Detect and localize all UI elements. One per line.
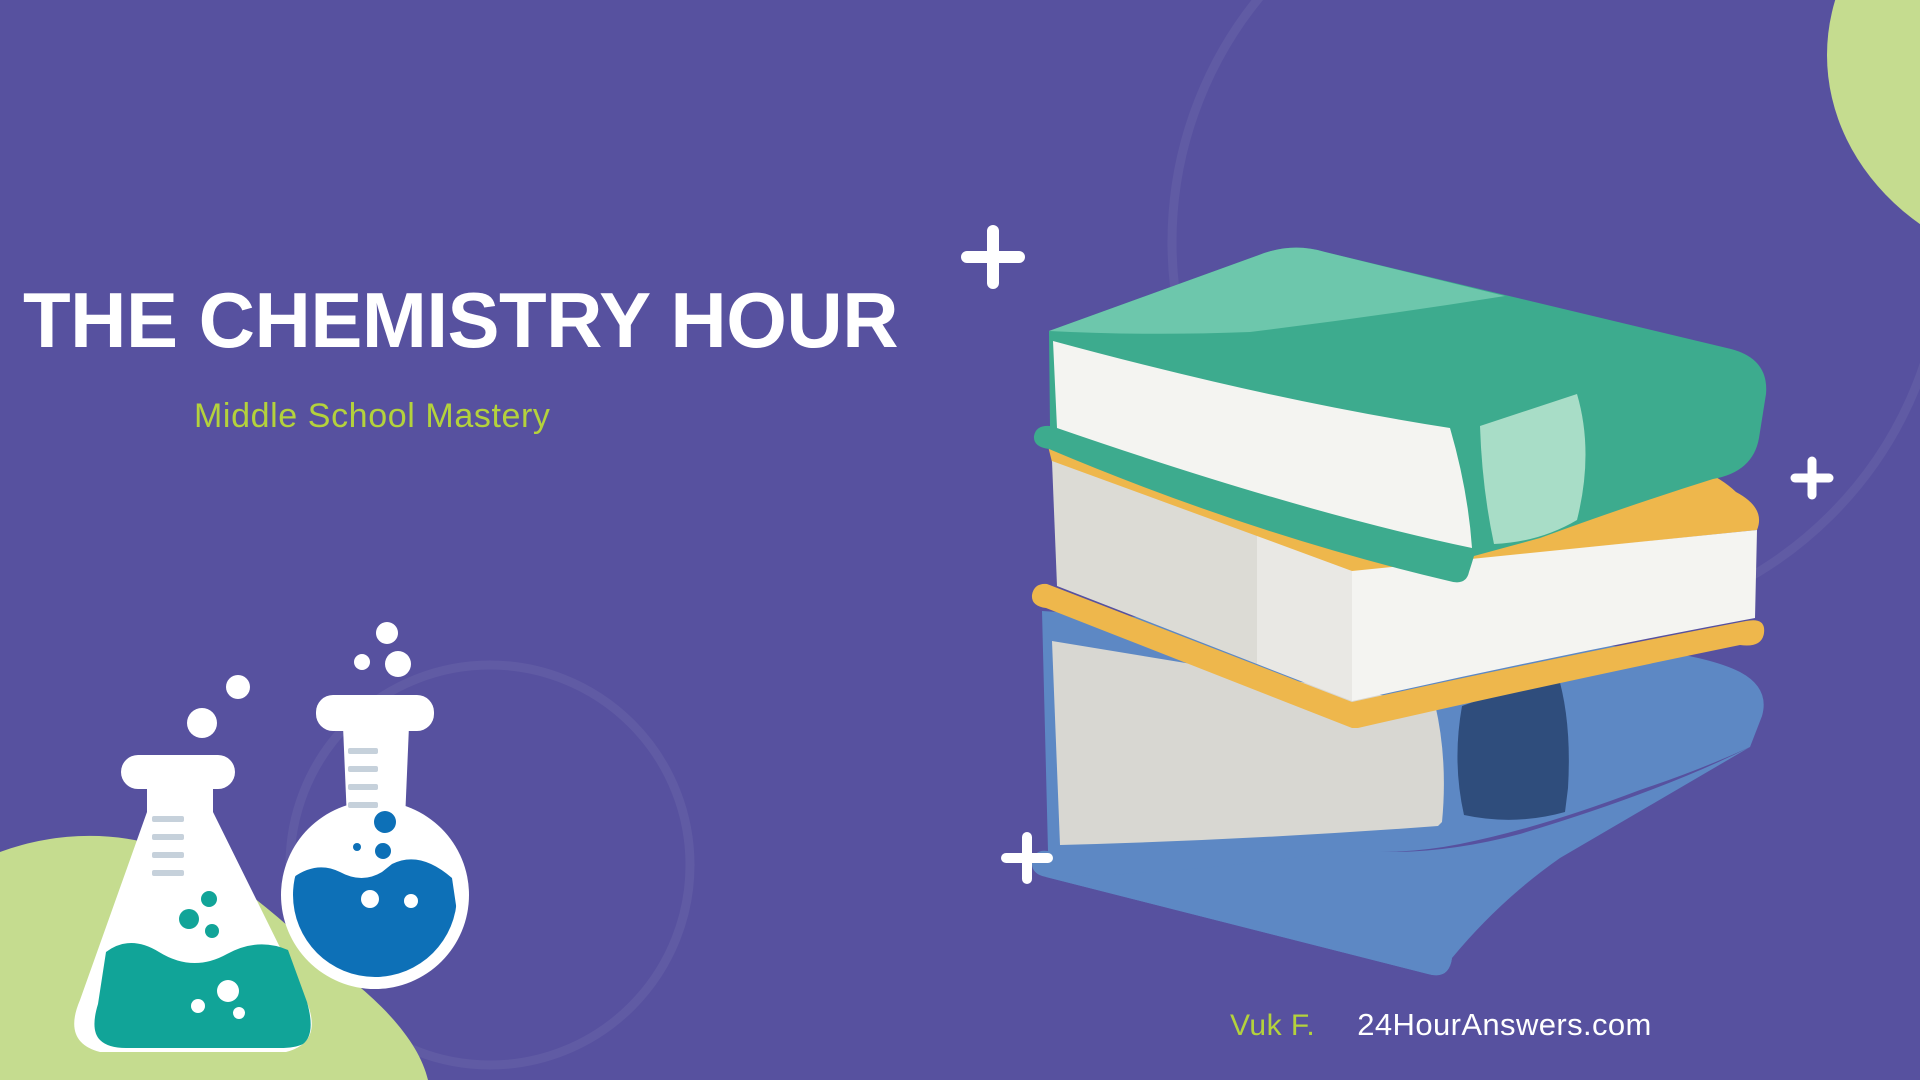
green-circle-top-right — [1827, 0, 1920, 225]
footer: Vuk F. 24HourAnswers.com — [1230, 1007, 1652, 1042]
round-flask-cap — [316, 695, 434, 731]
erlenmeyer-inner-bubble — [191, 999, 205, 1013]
blue-book-cover-bottom-sweep — [1046, 747, 1750, 976]
teal-book-cover-highlight — [1049, 247, 1505, 334]
orange-book-lip — [1031, 583, 1765, 728]
plus-marks — [961, 225, 1834, 884]
teal-book — [1033, 247, 1767, 583]
round-flask-liquid-bubble — [374, 811, 396, 833]
chemistry-flasks-illustration — [74, 622, 469, 1052]
website-text: 24HourAnswers.com — [1357, 1007, 1652, 1042]
round-flask-bubble — [385, 651, 411, 677]
plus-icon — [961, 225, 1025, 289]
book-stack-icon — [1031, 247, 1767, 976]
erlenmeyer-bubble — [226, 675, 250, 699]
erlenmeyer-bubble — [187, 708, 217, 738]
page-title: THE CHEMISTRY HOUR — [23, 276, 899, 364]
blue-book-spine-inner — [1457, 672, 1569, 820]
erlenmeyer-liquid — [94, 943, 311, 1048]
round-bottom-flask-icon — [281, 622, 469, 989]
erlenmeyer-inner-bubble — [233, 1007, 245, 1019]
erlenmeyer-ticks — [152, 816, 184, 876]
round-flask-bubble — [376, 622, 398, 644]
page-subtitle: Middle School Mastery — [194, 397, 551, 435]
erlenmeyer-liquid-bubble — [179, 909, 199, 929]
teal-book-spine-inner — [1480, 394, 1586, 544]
round-flask-liquid-bubble — [375, 843, 391, 859]
orange-book-pages-left-light — [1257, 536, 1352, 701]
round-flask-ticks — [348, 748, 378, 808]
erlenmeyer-inner-bubble — [217, 980, 239, 1002]
orange-book-pages-left — [1052, 461, 1257, 664]
round-flask-bubble — [354, 654, 370, 670]
plus-icon — [1790, 456, 1834, 500]
teal-book-pages — [1053, 341, 1472, 548]
erlenmeyer-flask-icon — [74, 675, 312, 1052]
round-flask-liquid-bubble — [353, 843, 361, 851]
plus-icon — [1001, 832, 1053, 884]
erlenmeyer-liquid-bubble — [205, 924, 219, 938]
erlenmeyer-cap — [121, 755, 235, 789]
round-flask-inner-bubble — [361, 890, 379, 908]
erlenmeyer-liquid-bubble — [201, 891, 217, 907]
author-name: Vuk F. — [1230, 1009, 1316, 1042]
round-flask-inner-bubble — [404, 894, 418, 908]
